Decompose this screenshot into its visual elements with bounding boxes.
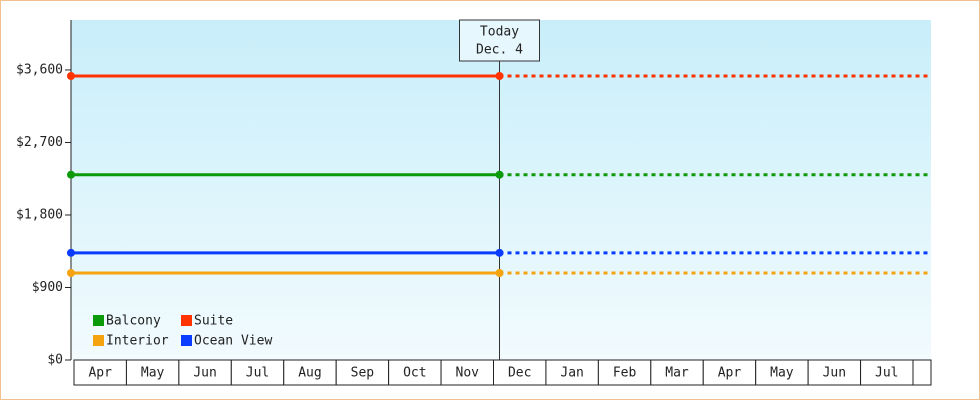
- x-tick-label: May: [770, 366, 794, 381]
- point: [67, 71, 75, 80]
- legend-label: Interior: [106, 334, 169, 349]
- month-cell: [597, 359, 652, 386]
- point: [67, 170, 75, 179]
- x-tick-label: Jul: [875, 366, 898, 381]
- month-cell: [702, 359, 757, 386]
- legend-label: Suite: [194, 314, 233, 329]
- month-cell: [440, 359, 494, 386]
- today-box: [459, 19, 540, 62]
- x-tick-label: Sep: [351, 366, 375, 381]
- point: [67, 248, 75, 257]
- plot-area: [71, 20, 931, 360]
- x-tick-label: Jul: [246, 366, 269, 381]
- x-tick-label: Feb: [613, 366, 637, 381]
- month-cell: [230, 359, 285, 386]
- today-title: Today: [480, 25, 519, 40]
- legend-label: Balcony: [106, 314, 161, 329]
- y-tick-label: $2,700: [16, 135, 63, 150]
- x-tick-label: Jun: [193, 366, 216, 381]
- point: [495, 170, 504, 179]
- month-cell: [860, 359, 914, 386]
- point: [495, 71, 504, 80]
- month-cell: [912, 359, 932, 386]
- y-tick-label: $0: [47, 353, 63, 368]
- legend-swatch: [93, 315, 104, 326]
- legend-swatch: [181, 335, 192, 346]
- month-cell: [388, 359, 442, 386]
- y-tick-label: $3,600: [16, 62, 63, 77]
- legend-swatch: [181, 315, 192, 326]
- x-tick-label: Mar: [665, 366, 689, 381]
- x-tick-label: May: [141, 366, 165, 381]
- x-tick-label: Apr: [718, 366, 742, 381]
- today-date: Dec. 4: [476, 43, 523, 58]
- x-tick-label: Apr: [88, 366, 112, 381]
- month-cell: [283, 359, 337, 386]
- x-tick-label: Oct: [403, 366, 426, 381]
- month-cell: [335, 359, 390, 386]
- month-cell: [650, 359, 704, 386]
- month-cell: [807, 359, 862, 386]
- x-tick-label: Jun: [823, 366, 846, 381]
- x-tick-label: Dec: [508, 366, 531, 381]
- y-tick-label: $900: [32, 280, 63, 295]
- month-cell: [493, 359, 547, 386]
- legend-swatch: [93, 335, 104, 346]
- y-tick-label: $1,800: [16, 207, 63, 222]
- x-tick-label: Aug: [298, 366, 321, 381]
- x-tick-label: Nov: [456, 366, 480, 381]
- month-cell: [125, 359, 180, 386]
- legend-label: Ocean View: [194, 334, 272, 349]
- month-cell: [73, 359, 127, 386]
- x-tick-label: Jan: [560, 366, 583, 381]
- point: [495, 268, 504, 277]
- point: [495, 248, 504, 257]
- point: [67, 268, 75, 277]
